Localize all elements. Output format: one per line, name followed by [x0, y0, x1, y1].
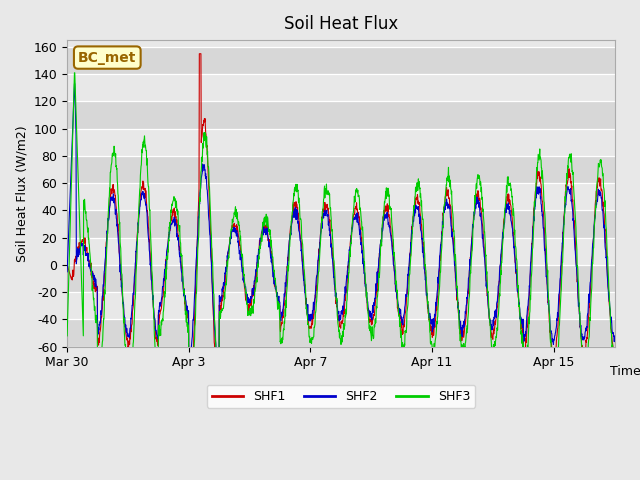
Bar [67, 265, 614, 292]
Legend: SHF1, SHF2, SHF3: SHF1, SHF2, SHF3 [207, 385, 475, 408]
Bar [67, 320, 614, 347]
Bar [67, 210, 614, 238]
Bar [67, 156, 614, 183]
X-axis label: Time: Time [610, 365, 640, 378]
Y-axis label: Soil Heat Flux (W/m2): Soil Heat Flux (W/m2) [15, 125, 28, 262]
Title: Soil Heat Flux: Soil Heat Flux [284, 15, 398, 33]
Bar [67, 47, 614, 74]
Text: BC_met: BC_met [78, 50, 136, 65]
Bar [67, 101, 614, 129]
